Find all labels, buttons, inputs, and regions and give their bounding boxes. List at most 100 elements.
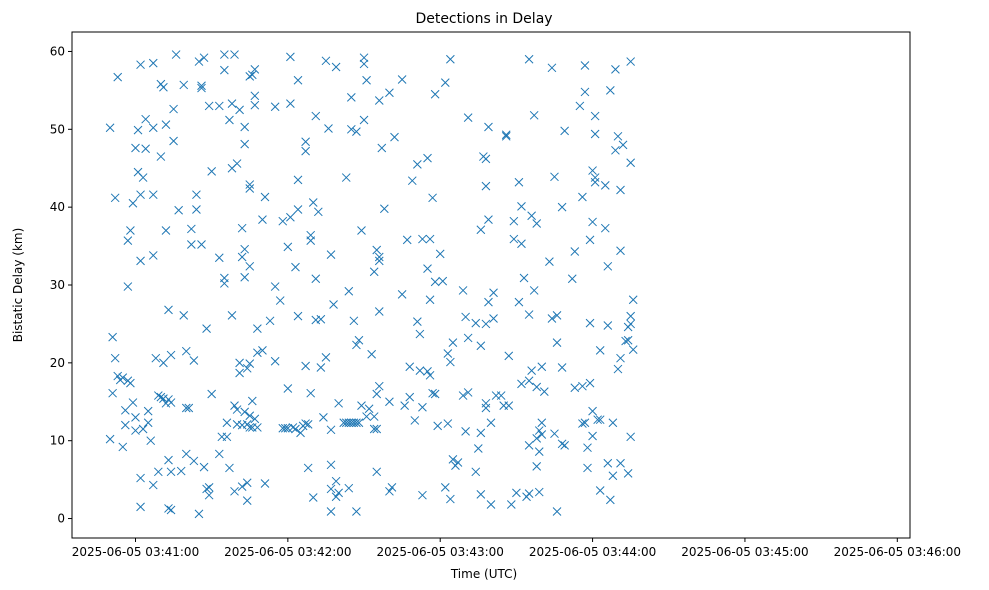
data-point: [159, 82, 168, 92]
data-point: [265, 316, 275, 326]
data-point: [415, 329, 425, 339]
data-point: [616, 246, 625, 256]
data-point: [110, 353, 120, 363]
data-point: [524, 310, 534, 319]
data-point: [247, 70, 257, 80]
data-point: [344, 483, 354, 493]
data-point: [197, 240, 206, 249]
data-point: [235, 358, 244, 368]
data-point: [334, 398, 343, 408]
y-tick-label: 40: [50, 200, 65, 214]
data-point: [374, 256, 384, 266]
data-point: [230, 486, 239, 496]
data-point: [496, 391, 506, 400]
data-point: [570, 383, 580, 393]
data-point: [537, 430, 547, 439]
data-point: [245, 72, 255, 81]
data-point: [357, 226, 366, 235]
data-point: [413, 159, 422, 169]
data-point: [512, 488, 521, 498]
data-point: [524, 441, 534, 450]
data-point: [131, 426, 140, 435]
data-point: [301, 146, 310, 156]
data-point: [560, 126, 569, 136]
data-point: [517, 239, 526, 249]
data-point: [118, 442, 128, 452]
data-point: [197, 81, 206, 91]
data-point: [504, 351, 514, 361]
data-point: [588, 217, 597, 227]
data-point: [293, 75, 303, 85]
data-point: [458, 286, 468, 295]
data-point: [186, 224, 196, 234]
data-point: [446, 54, 455, 64]
data-point: [232, 405, 242, 414]
data-point: [413, 317, 422, 326]
data-point: [207, 166, 217, 176]
y-tick-label: 0: [57, 512, 65, 526]
data-point: [136, 502, 145, 512]
data-point: [138, 173, 148, 182]
data-point: [250, 414, 260, 424]
data-point: [369, 267, 379, 277]
data-point: [324, 124, 333, 133]
data-point: [626, 158, 636, 168]
data-point: [552, 507, 562, 516]
data-point: [179, 80, 189, 90]
data-point: [235, 368, 244, 378]
data-point: [352, 418, 361, 428]
data-point: [616, 353, 625, 363]
data-point: [626, 311, 636, 321]
data-point: [476, 428, 486, 438]
data-point: [374, 96, 384, 105]
data-point: [547, 63, 557, 73]
data-point: [425, 370, 435, 380]
data-point: [600, 181, 610, 190]
data-point: [359, 115, 369, 125]
data-point: [476, 490, 486, 499]
data-point: [131, 412, 140, 422]
data-point: [514, 297, 524, 307]
data-point: [303, 463, 313, 473]
data-point: [110, 193, 120, 203]
data-point: [626, 432, 636, 442]
data-point: [275, 296, 285, 305]
data-point: [136, 60, 145, 70]
data-point: [430, 277, 440, 287]
data-point: [258, 215, 267, 224]
data-point: [578, 381, 587, 391]
data-point: [372, 389, 382, 399]
data-point: [352, 507, 361, 516]
data-point: [595, 346, 605, 355]
data-point: [532, 462, 542, 471]
data-point: [326, 484, 336, 494]
data-point: [471, 467, 481, 477]
data-point: [517, 202, 526, 211]
data-point: [126, 226, 135, 235]
data-point: [128, 398, 138, 407]
data-point: [471, 318, 481, 328]
data-point: [194, 509, 204, 519]
data-point: [148, 58, 158, 68]
data-point: [105, 123, 115, 133]
data-point: [199, 53, 209, 63]
x-tick-label: 2025-06-05 03:42:00: [224, 545, 351, 559]
data-point: [293, 311, 303, 321]
data-point: [283, 242, 293, 252]
data-point: [202, 484, 211, 494]
data-point: [220, 50, 229, 59]
data-point: [354, 418, 364, 428]
data-point: [626, 319, 636, 329]
data-point: [446, 357, 455, 367]
data-point: [428, 193, 437, 203]
data-point: [557, 439, 567, 449]
data-point: [301, 361, 310, 371]
data-point: [425, 234, 435, 244]
data-point: [286, 99, 295, 108]
data-point: [230, 50, 239, 59]
scatter-points: [105, 50, 638, 519]
data-point: [164, 504, 173, 513]
data-point: [593, 415, 603, 425]
data-point: [405, 362, 415, 372]
